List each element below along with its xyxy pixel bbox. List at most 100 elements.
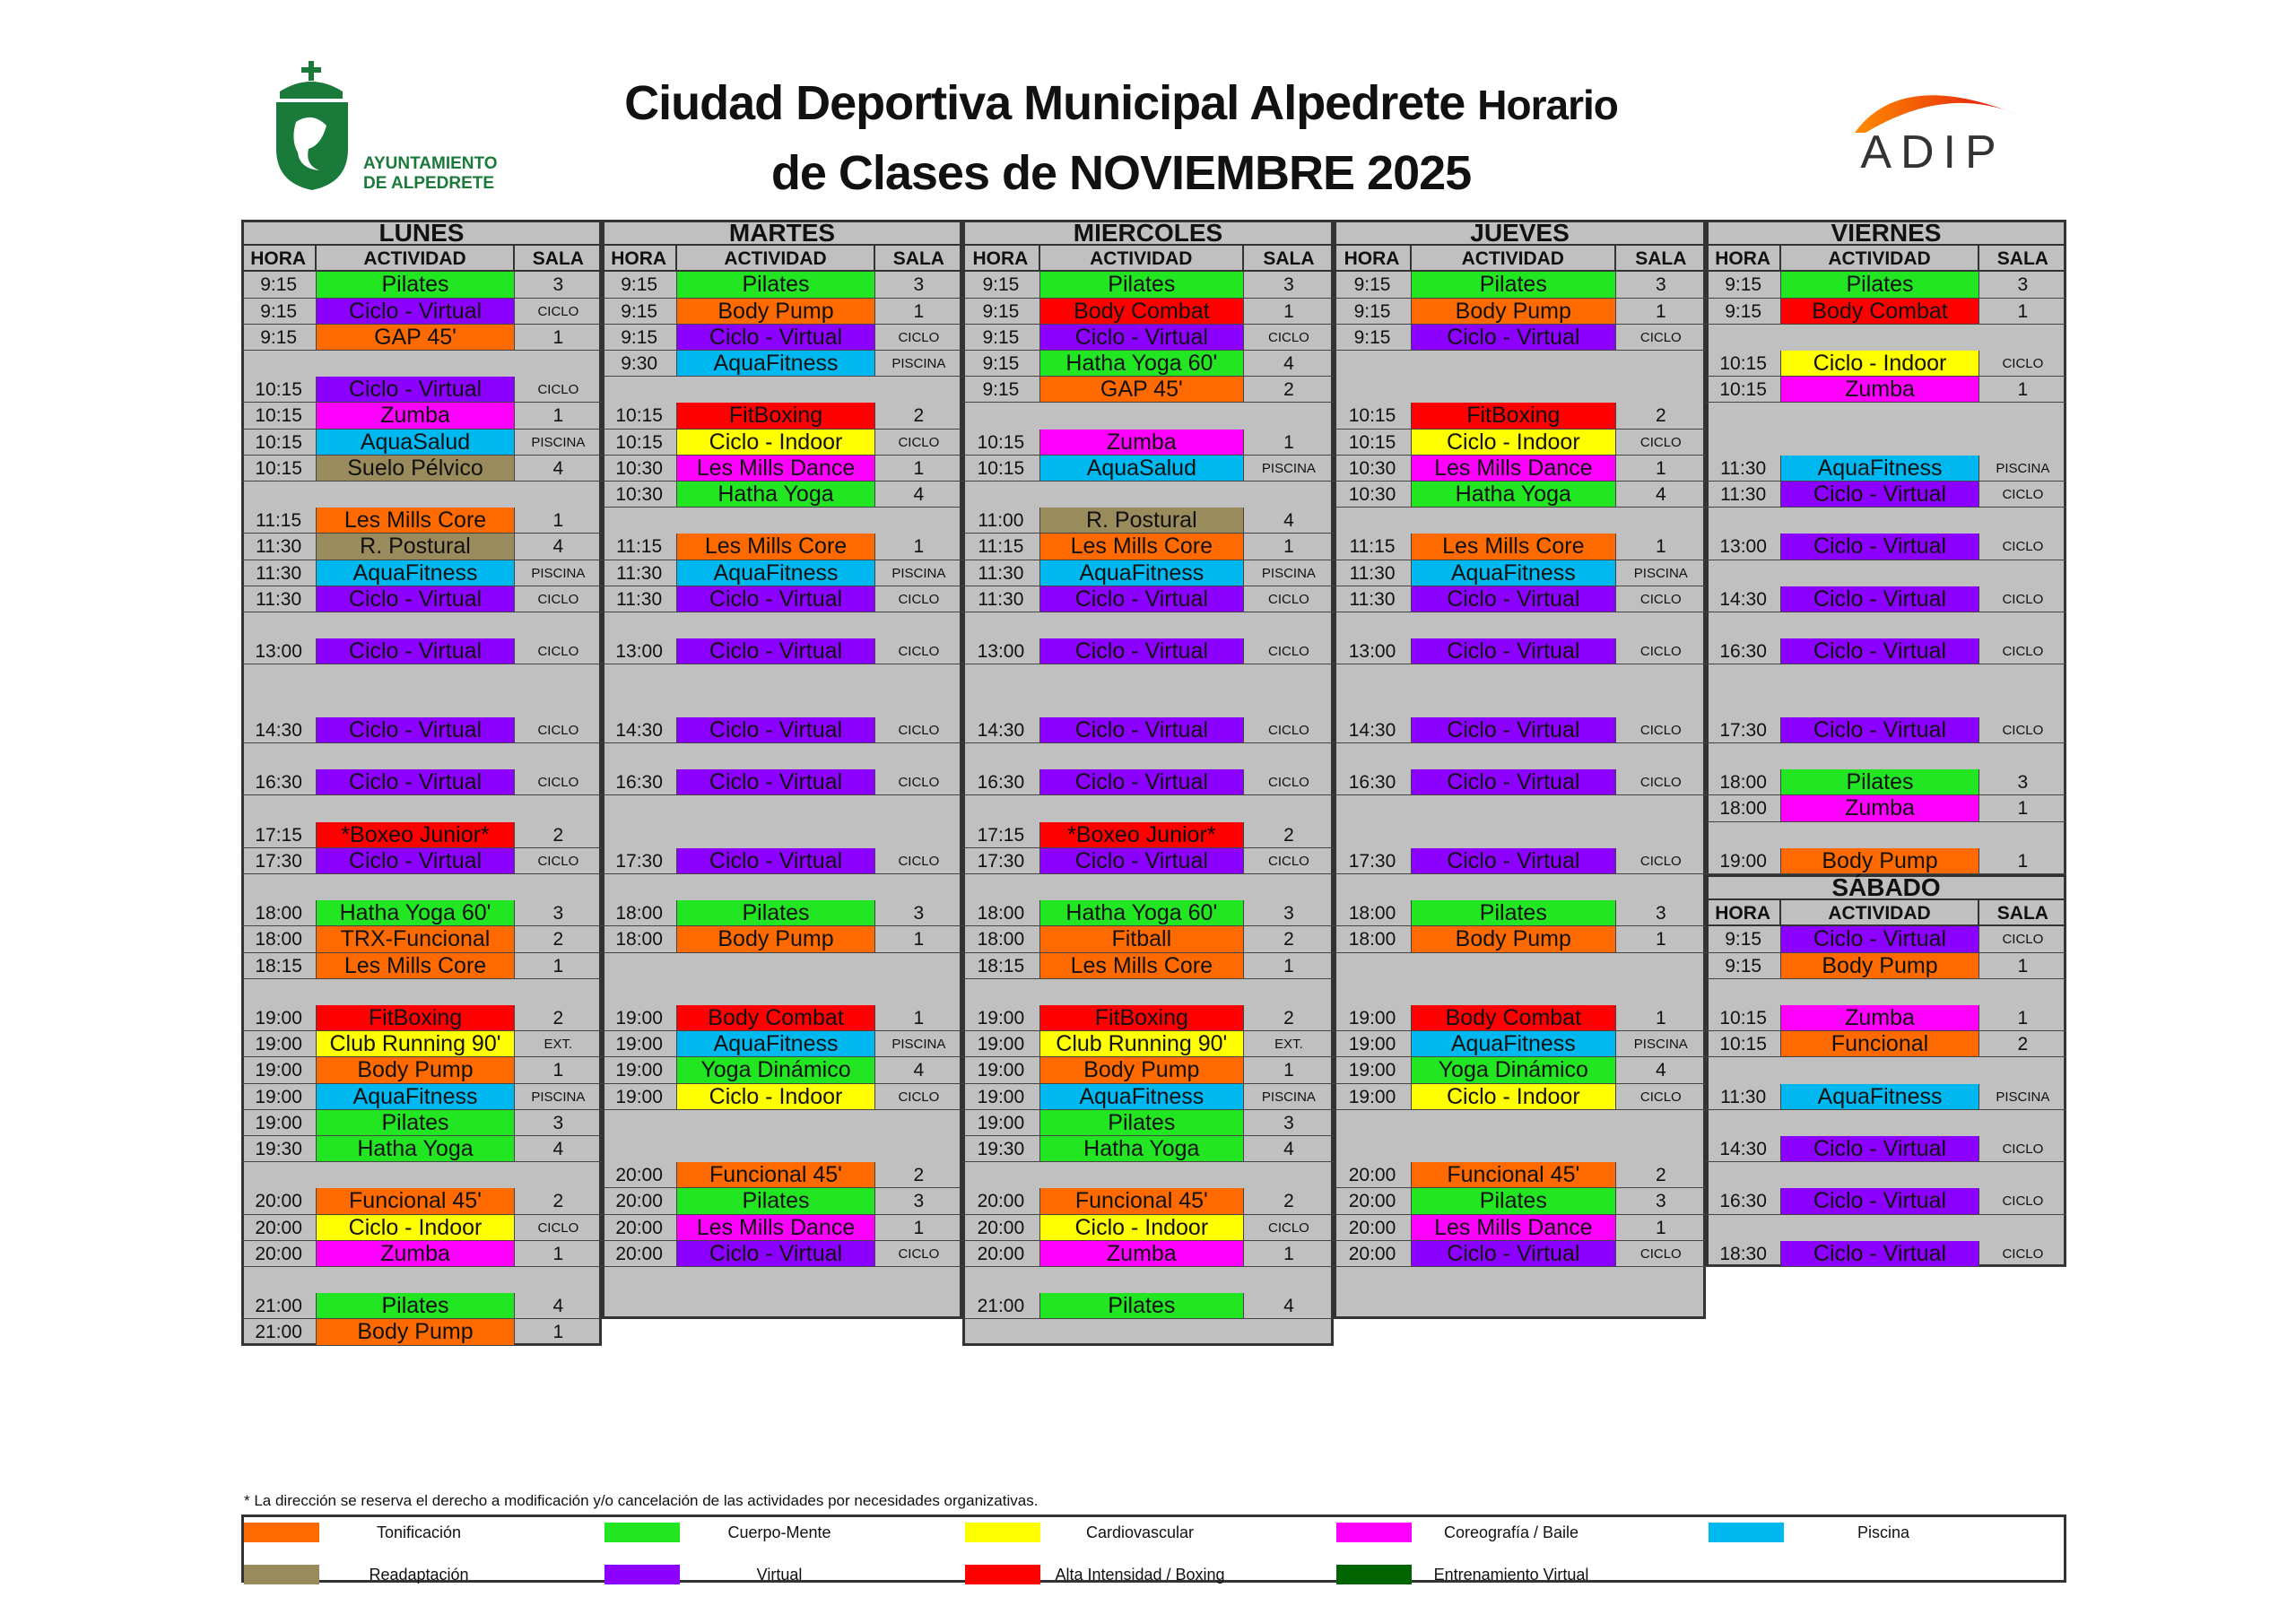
room: CICLO xyxy=(514,638,602,665)
time: 9:15 xyxy=(602,272,678,299)
time: 18:00 xyxy=(962,900,1040,927)
room: CICLO xyxy=(1979,926,2066,953)
activity: Zumba xyxy=(1039,1240,1244,1267)
activity: Fitball xyxy=(1039,926,1244,953)
room: CICLO xyxy=(1243,586,1334,612)
time: 10:15 xyxy=(602,403,678,430)
room: 4 xyxy=(514,534,602,560)
time: 9:15 xyxy=(1706,926,1782,953)
legend-label: Alta Intensidad / Boxing xyxy=(1055,1566,1225,1584)
room: 1 xyxy=(1615,299,1706,325)
activity: Pilates xyxy=(677,900,875,927)
room: 3 xyxy=(874,900,962,927)
activity: Yoga Dinámico xyxy=(677,1057,875,1084)
time: 11:15 xyxy=(602,534,678,560)
room: 1 xyxy=(514,1241,602,1267)
time: 19:00 xyxy=(962,1057,1040,1084)
activity: Body Pump xyxy=(1781,847,1979,874)
time: 19:00 xyxy=(962,1005,1040,1032)
time: 20:00 xyxy=(962,1240,1040,1267)
subtitle: de Clases de NOVIEMBRE 2025 xyxy=(770,146,1472,200)
time: 11:30 xyxy=(1706,455,1782,482)
activity: *Boxeo Junior* xyxy=(317,821,515,848)
time: 9:15 xyxy=(241,298,317,325)
activity: Ciclo - Virtual xyxy=(677,638,875,665)
activity: Ciclo - Virtual xyxy=(677,324,875,351)
room: CICLO xyxy=(514,1215,602,1241)
activity: Ciclo - Indoor xyxy=(317,1214,515,1241)
title-suffix: Horario xyxy=(1477,82,1619,128)
activity: Pilates xyxy=(317,272,515,299)
column-header: HORA xyxy=(1334,246,1413,273)
activity: Ciclo - Virtual xyxy=(317,716,515,743)
time: 10:15 xyxy=(1334,429,1413,456)
time: 19:30 xyxy=(241,1136,317,1163)
activity: Ciclo - Indoor xyxy=(1412,1083,1616,1110)
day-name: SÁBADO xyxy=(1706,874,2066,901)
time: 11:15 xyxy=(1334,534,1413,560)
activity: Zumba xyxy=(1039,429,1244,456)
activity: Zumba xyxy=(317,403,515,430)
activity: Zumba xyxy=(1781,377,1979,404)
room: 1 xyxy=(1615,1005,1706,1032)
legend-label: Readaptación xyxy=(369,1566,469,1584)
activity: Hatha Yoga 60' xyxy=(1039,351,1244,378)
room: CICLO xyxy=(1615,638,1706,665)
room: CICLO xyxy=(874,1241,962,1267)
legend-swatch xyxy=(604,1565,680,1584)
legend-swatch xyxy=(965,1565,1040,1584)
room: PISCINA xyxy=(514,560,602,586)
time: 10:15 xyxy=(1706,351,1782,378)
time: 20:00 xyxy=(241,1188,317,1215)
time: 14:30 xyxy=(1706,586,1782,612)
activity: Ciclo - Virtual xyxy=(1781,586,1979,612)
room: 1 xyxy=(1979,848,2066,874)
time: 18:00 xyxy=(1706,769,1782,796)
activity: Les Mills Core xyxy=(677,534,875,560)
activity: Pilates xyxy=(677,1188,875,1215)
column-header: ACTIVIDAD xyxy=(677,246,875,273)
room: CICLO xyxy=(874,717,962,743)
room: CICLO xyxy=(1615,430,1706,456)
activity: Ciclo - Virtual xyxy=(1412,1240,1616,1267)
activity: AquaFitness xyxy=(1039,1083,1244,1110)
room: CICLO xyxy=(514,769,602,796)
column-header: SALA xyxy=(1979,900,2066,927)
activity: Body Combat xyxy=(677,1005,875,1032)
activity: AquaSalud xyxy=(317,429,515,456)
legend-label: Cuerpo-Mente xyxy=(727,1523,831,1541)
activity: *Boxeo Junior* xyxy=(1039,821,1244,848)
room: 4 xyxy=(1615,1057,1706,1084)
time: 9:15 xyxy=(241,324,317,351)
column-header: HORA xyxy=(602,246,678,273)
time: 20:00 xyxy=(1334,1162,1413,1189)
room: CICLO xyxy=(874,848,962,874)
room: PISCINA xyxy=(1615,560,1706,586)
activity: Body Combat xyxy=(1412,1005,1616,1032)
time: 20:00 xyxy=(602,1214,678,1241)
activity: TRX-Funcional xyxy=(317,926,515,953)
room: 1 xyxy=(874,926,962,953)
day-name: JUEVES xyxy=(1334,220,1706,247)
room: CICLO xyxy=(1979,638,2066,665)
room: CICLO xyxy=(1615,1241,1706,1267)
time: 16:30 xyxy=(1334,769,1413,796)
room: 1 xyxy=(874,299,962,325)
activity: Ciclo - Virtual xyxy=(1781,1188,1979,1215)
legend-swatch xyxy=(965,1523,1040,1542)
room: CICLO xyxy=(874,1084,962,1110)
room: 1 xyxy=(1243,1057,1334,1084)
activity: FitBoxing xyxy=(1412,403,1616,430)
time: 13:00 xyxy=(1706,534,1782,560)
time: 21:00 xyxy=(241,1319,317,1346)
legend-swatch xyxy=(244,1523,319,1542)
logo-text: DE ALPEDRETE xyxy=(363,174,495,193)
room: CICLO xyxy=(1979,1188,2066,1215)
time: 19:00 xyxy=(241,1005,317,1032)
room: 1 xyxy=(1615,926,1706,953)
room: 2 xyxy=(1243,377,1334,404)
activity: Les Mills Core xyxy=(317,952,515,979)
activity: Body Pump xyxy=(1039,1057,1244,1084)
activity: Ciclo - Virtual xyxy=(1039,769,1244,796)
column-header: HORA xyxy=(241,246,317,273)
